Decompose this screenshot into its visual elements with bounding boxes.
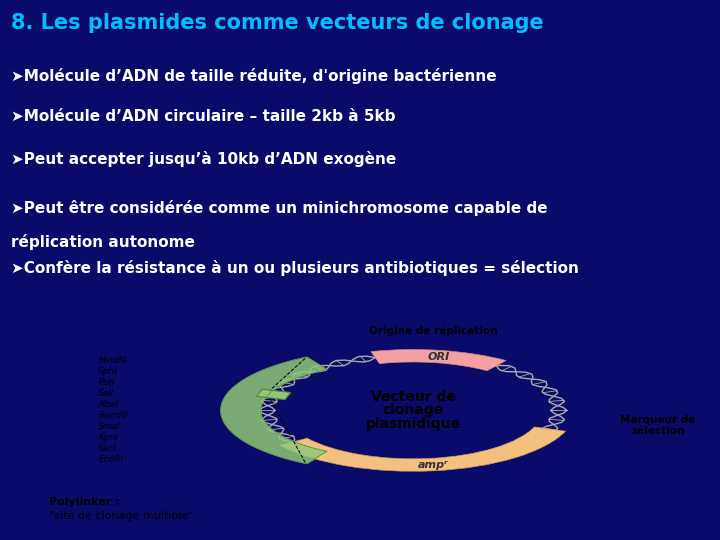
Bar xyxy=(256,389,291,400)
Text: SphI: SphI xyxy=(99,367,118,376)
Text: ➤Peut être considérée comme un minichromosome capable de: ➤Peut être considérée comme un minichrom… xyxy=(11,200,547,216)
Text: Vecteur de: Vecteur de xyxy=(371,390,456,404)
Text: EcoRI: EcoRI xyxy=(99,455,123,463)
Text: clonage: clonage xyxy=(382,403,444,417)
Text: SalI: SalI xyxy=(99,389,114,398)
Text: ➤Peut accepter jusqu’à 10kb d’ADN exogène: ➤Peut accepter jusqu’à 10kb d’ADN exogèn… xyxy=(11,151,396,167)
Text: plasmidique: plasmidique xyxy=(366,417,461,431)
Polygon shape xyxy=(221,357,327,463)
Text: ➤Molécule d’ADN circulaire – taille 2kb à 5kb: ➤Molécule d’ADN circulaire – taille 2kb … xyxy=(11,109,395,124)
Text: "site de clonage multiple": "site de clonage multiple" xyxy=(49,511,194,521)
Text: sélection: sélection xyxy=(631,426,685,436)
Text: 8. Les plasmides comme vecteurs de clonage: 8. Les plasmides comme vecteurs de clona… xyxy=(11,13,544,33)
Text: XbaI: XbaI xyxy=(99,400,118,409)
Text: Origine de réplication: Origine de réplication xyxy=(369,326,498,336)
Text: ampʳ: ampʳ xyxy=(418,460,449,469)
Wedge shape xyxy=(280,427,565,471)
Text: PstI: PstI xyxy=(99,378,114,387)
Text: BamHI: BamHI xyxy=(99,411,128,420)
Text: ORI: ORI xyxy=(427,352,449,362)
Text: SmaI: SmaI xyxy=(99,422,121,431)
Text: ➤Molécule d’ADN de taille réduite, d'origine bactérienne: ➤Molécule d’ADN de taille réduite, d'ori… xyxy=(11,68,496,84)
Text: KpnI: KpnI xyxy=(99,433,118,442)
Text: HindIII: HindIII xyxy=(99,356,127,365)
Wedge shape xyxy=(371,349,506,371)
Text: Polylinker :: Polylinker : xyxy=(49,497,120,507)
Text: SacI: SacI xyxy=(99,444,117,453)
Text: réplication autonome: réplication autonome xyxy=(11,234,194,249)
Text: Marqueur de: Marqueur de xyxy=(621,415,696,426)
Text: ➤Confère la résistance à un ou plusieurs antibiotiques = sélection: ➤Confère la résistance à un ou plusieurs… xyxy=(11,260,579,276)
